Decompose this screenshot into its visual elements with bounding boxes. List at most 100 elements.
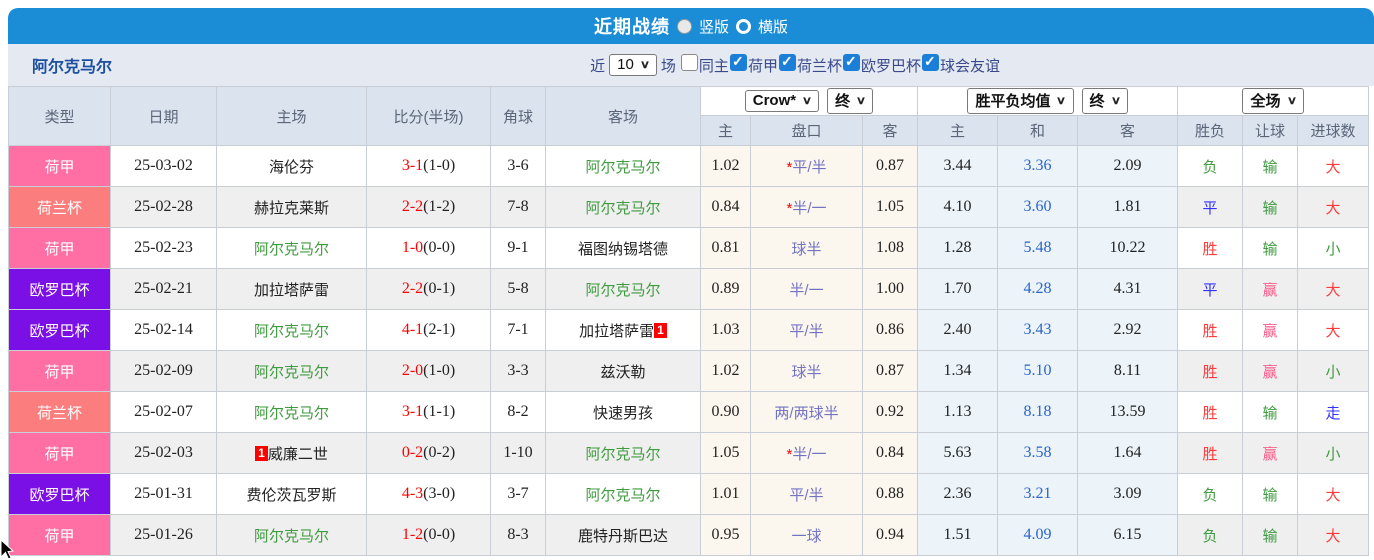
result-handicap: 赢 [1242, 350, 1299, 392]
sub-header-cell: 客 [1077, 115, 1179, 146]
handicap-text: 球半 [791, 363, 822, 381]
competition-badge: 欧罗巴杯 [8, 268, 111, 310]
filter-checkbox[interactable] [778, 53, 796, 71]
handicap-group-header: Crow* ∨ 终 ∨ [699, 86, 919, 116]
home-team[interactable]: 赫拉克莱斯 [216, 186, 367, 228]
full-time-score: 4-3 [401, 485, 424, 502]
match-row[interactable]: 荷甲 25-02-09 阿尔克马尔 2-0(1-0) 3-3 兹沃勒 1.02 … [8, 350, 1370, 392]
recent-count-select[interactable]: 10 ∨ [609, 54, 657, 76]
result-handicap: 输 [1242, 145, 1299, 187]
sub-header-cell: 主 [700, 115, 751, 146]
handicap-home-odds: 0.90 [700, 391, 751, 433]
handicap-home-odds: 0.89 [700, 268, 751, 310]
odds-state-select[interactable]: 终 ∨ [1081, 88, 1128, 114]
result-handicap: 赢 [1242, 268, 1299, 310]
home-team[interactable]: 海伦芬 [216, 145, 367, 187]
bookmaker-select[interactable]: Crow* ∨ [744, 90, 820, 112]
match-row[interactable]: 荷兰杯 25-02-07 阿尔克马尔 3-1(1-1) 8-2 快速男孩 0.9… [8, 391, 1370, 433]
avg-away-odds: 1.81 [1077, 186, 1179, 228]
filter-checkbox[interactable] [680, 54, 698, 71]
home-team[interactable]: 费伦茨瓦罗斯 [216, 473, 367, 515]
away-team[interactable]: 阿尔克马尔 [545, 432, 701, 474]
avg-home-odds: 3.44 [917, 145, 999, 187]
half-time-score: (1-0) [423, 362, 456, 379]
handicap-home-odds: 1.02 [700, 350, 751, 392]
horizontal-layout-radio[interactable] [736, 18, 751, 34]
competition-badge: 荷甲 [8, 227, 111, 269]
vertical-layout-radio[interactable] [676, 18, 692, 34]
full-time-score: 2-2 [401, 198, 424, 215]
full-time-score: 3-1 [401, 157, 424, 174]
score-cell: 0-2(0-2) [366, 432, 491, 474]
avg-home-odds: 5.63 [917, 432, 999, 474]
handicap-text: 两/两球半 [774, 404, 839, 422]
handicap-text: 球半 [791, 240, 822, 258]
filter-checkbox-label[interactable]: 荷甲 [747, 58, 778, 75]
corner-count: 3-3 [490, 350, 546, 392]
home-team[interactable]: 阿尔克马尔 [216, 227, 367, 269]
star-marker: * [786, 445, 793, 463]
chevron-down-icon: ∨ [1286, 95, 1297, 107]
corner-count: 7-8 [490, 186, 546, 228]
result-goals: 小 [1297, 432, 1370, 474]
avg-away-odds: 4.31 [1077, 268, 1179, 310]
result-wdl: 胜 [1177, 227, 1244, 269]
scope-select[interactable]: 全场 ∨ [1242, 88, 1304, 114]
match-row[interactable]: 欧罗巴杯 25-01-31 费伦茨瓦罗斯 4-3(3-0) 3-7 阿尔克马尔 … [8, 473, 1370, 515]
corner-count: 8-2 [490, 391, 546, 433]
result-handicap: 输 [1242, 514, 1299, 556]
corner-count: 5-8 [490, 268, 546, 310]
handicap-away-odds: 1.08 [861, 227, 919, 269]
home-team[interactable]: 阿尔克马尔 [216, 391, 367, 433]
away-team[interactable]: 福图纳锡塔德 [545, 227, 701, 269]
sub-header-cell: 客 [861, 115, 919, 146]
half-time-score: (1-1) [423, 403, 456, 420]
games-label: 场 [660, 57, 676, 75]
home-team[interactable]: 阿尔克马尔 [216, 514, 367, 556]
match-row[interactable]: 荷甲 25-02-03 1 威廉二世 0-2(0-2) 1-10 阿尔克马尔 1.… [8, 432, 1370, 474]
chevron-down-icon: ∨ [1056, 95, 1067, 107]
filter-checkbox-label[interactable]: 欧罗巴杯 [860, 58, 921, 75]
filter-checkbox[interactable] [842, 53, 860, 71]
away-team[interactable]: 阿尔克马尔 [545, 268, 701, 310]
away-team[interactable]: 快速男孩 [545, 391, 701, 433]
home-team[interactable]: 1 威廉二世 [216, 432, 367, 474]
home-team[interactable]: 加拉塔萨雷 [216, 268, 367, 310]
match-row[interactable]: 欧罗巴杯 25-02-21 加拉塔萨雷 2-2(0-1) 5-8 阿尔克马尔 0… [8, 268, 1370, 310]
vertical-layout-label[interactable]: 竖版 [698, 18, 729, 36]
match-date: 25-03-02 [110, 145, 217, 187]
away-team[interactable]: 阿尔克马尔 [545, 473, 701, 515]
away-team[interactable]: 阿尔克马尔 [545, 145, 701, 187]
mouse-cursor [0, 538, 14, 560]
red-card-badge: 1 [255, 445, 268, 461]
result-wdl: 胜 [1177, 432, 1244, 474]
away-team[interactable]: 鹿特丹斯巴达 [545, 514, 701, 556]
avg-home-odds: 1.13 [917, 391, 999, 433]
match-row[interactable]: 荷甲 25-03-02 海伦芬 3-1(1-0) 3-6 阿尔克马尔 1.02 … [8, 145, 1370, 187]
filter-checkbox[interactable] [729, 53, 747, 71]
match-row[interactable]: 荷甲 25-02-23 阿尔克马尔 1-0(0-0) 9-1 福图纳锡塔德 0.… [8, 227, 1370, 269]
filter-checkbox-label[interactable]: 荷兰杯 [796, 58, 842, 75]
handicap-line: *半/一 [750, 432, 863, 474]
odds-type-select[interactable]: 胜平负均值 ∨ [967, 88, 1074, 114]
match-date: 25-02-07 [110, 391, 217, 433]
filter-checkbox-label[interactable]: 球会友谊 [939, 58, 1000, 75]
filter-checkbox[interactable] [921, 53, 939, 71]
match-row[interactable]: 荷甲 25-01-26 阿尔克马尔 1-2(0-0) 8-3 鹿特丹斯巴达 0.… [8, 514, 1370, 556]
away-team[interactable]: 兹沃勒 [545, 350, 701, 392]
away-team[interactable]: 阿尔克马尔 [545, 186, 701, 228]
bookmaker-state-select[interactable]: 终 ∨ [827, 88, 874, 114]
home-team[interactable]: 阿尔克马尔 [216, 350, 367, 392]
scope-group-header: 全场 ∨ [1177, 86, 1370, 116]
handicap-away-odds: 0.94 [861, 514, 919, 556]
score-cell: 4-3(3-0) [366, 473, 491, 515]
match-row[interactable]: 荷兰杯 25-02-28 赫拉克莱斯 2-2(1-2) 7-8 阿尔克马尔 0.… [8, 186, 1370, 228]
match-date: 25-01-31 [110, 473, 217, 515]
home-team[interactable]: 阿尔克马尔 [216, 309, 367, 351]
match-row[interactable]: 欧罗巴杯 25-02-14 阿尔克马尔 4-1(2-1) 7-1 加拉塔萨雷 1 … [8, 309, 1370, 351]
horizontal-layout-label[interactable]: 横版 [758, 18, 789, 36]
away-team[interactable]: 加拉塔萨雷 1 [545, 309, 701, 351]
filter-checkbox-label[interactable]: 同主 [698, 58, 729, 75]
result-goals: 大 [1297, 473, 1370, 515]
handicap-text: 半/一 [789, 281, 824, 299]
